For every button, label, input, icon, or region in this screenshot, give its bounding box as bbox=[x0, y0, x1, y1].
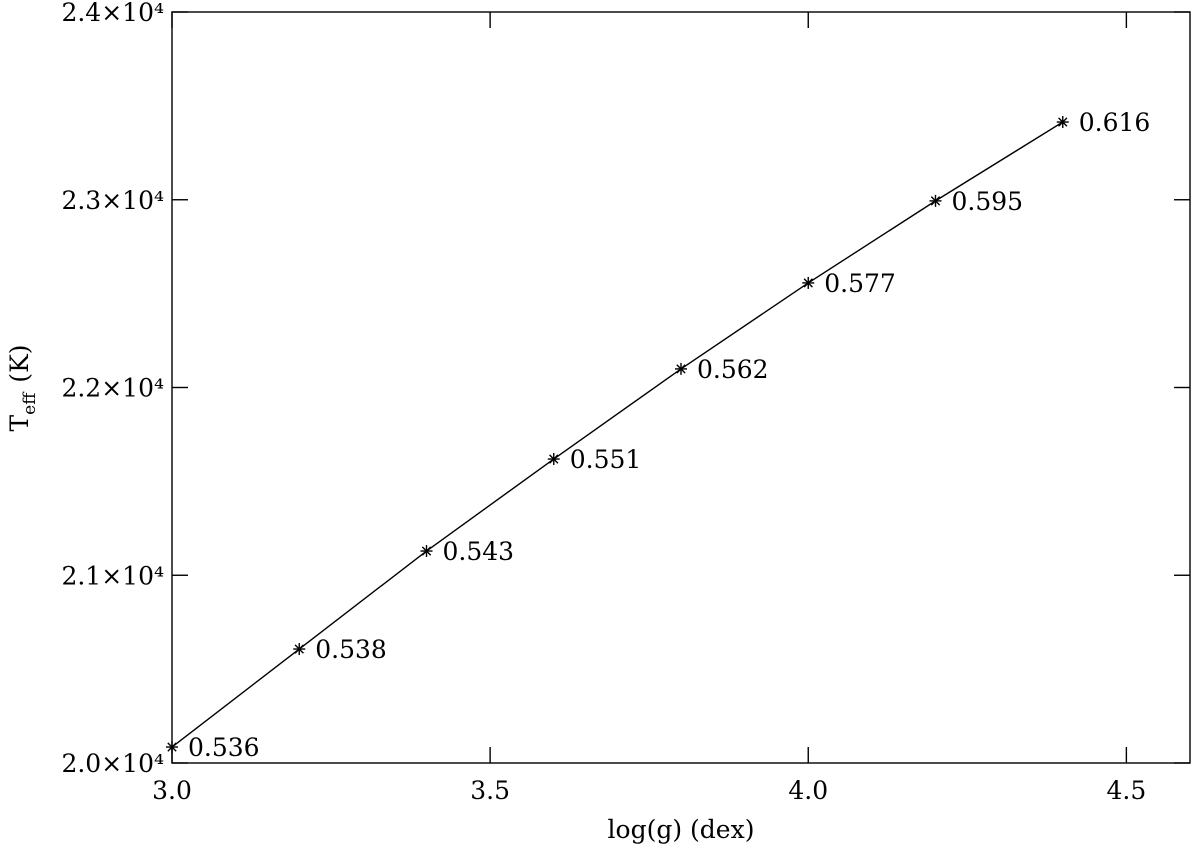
point-label: 0.562 bbox=[697, 355, 769, 384]
y-label-sub: eff bbox=[20, 391, 40, 415]
x-tick-label: 3.0 bbox=[152, 776, 192, 805]
x-axis-label: log(g) (dex) bbox=[608, 815, 755, 844]
x-tick-label: 4.0 bbox=[788, 776, 828, 805]
marker-stroke bbox=[676, 364, 686, 374]
x-tick-label: 3.5 bbox=[470, 776, 510, 805]
point-marker bbox=[293, 643, 306, 656]
point-marker bbox=[929, 194, 942, 207]
point-label: 0.538 bbox=[315, 635, 387, 664]
y-tick-label: 2.1×10⁴ bbox=[61, 561, 164, 590]
y-label-main: T bbox=[5, 415, 34, 432]
marker-stroke bbox=[549, 454, 559, 464]
y-tick-label: 2.3×10⁴ bbox=[61, 186, 164, 215]
point-marker bbox=[547, 453, 560, 466]
marker-stroke bbox=[1058, 117, 1068, 127]
marker-stroke bbox=[167, 742, 177, 752]
point-label: 0.577 bbox=[824, 269, 896, 298]
point-label: 0.595 bbox=[952, 187, 1024, 216]
marker-stroke bbox=[930, 196, 941, 206]
y-axis-label: Teff (K) bbox=[5, 344, 40, 431]
point-label: 0.543 bbox=[443, 537, 515, 566]
x-tick-label: 4.5 bbox=[1106, 776, 1146, 805]
y-tick-label: 2.2×10⁴ bbox=[61, 374, 164, 403]
marker-stroke bbox=[803, 278, 813, 288]
series-line bbox=[171, 121, 1064, 748]
point-marker bbox=[166, 741, 178, 754]
point-marker bbox=[802, 276, 815, 289]
point-label: 0.536 bbox=[188, 733, 260, 762]
point-marker bbox=[420, 545, 433, 558]
y-tick-label: 2.4×10⁴ bbox=[61, 0, 164, 27]
y-tick-label: 2.0×10⁴ bbox=[61, 749, 164, 778]
y-label-unit: (K) bbox=[5, 344, 34, 382]
marker-stroke bbox=[421, 546, 432, 556]
point-marker bbox=[1056, 116, 1069, 129]
point-label: 0.616 bbox=[1079, 108, 1151, 137]
marker-stroke bbox=[294, 644, 304, 654]
point-marker bbox=[675, 362, 687, 375]
point-label: 0.551 bbox=[570, 445, 642, 474]
